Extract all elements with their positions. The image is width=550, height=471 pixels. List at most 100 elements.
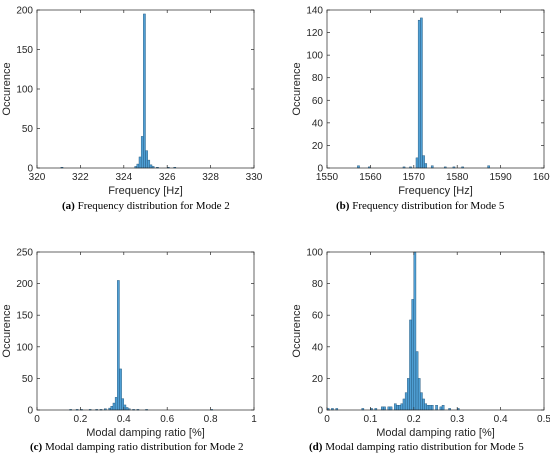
x-tick-label: 1560 [359, 172, 382, 183]
y-tick-label: 20 [312, 374, 324, 385]
y-tick-label: 60 [312, 96, 324, 107]
caption-b-text: Frequency distribution for Mode 5 [349, 200, 505, 212]
histogram-bar [428, 405, 432, 411]
histogram-bar [422, 398, 425, 411]
caption-d-text: Modal damping ratio distribution for Mod… [322, 441, 524, 453]
histogram-bar [136, 163, 140, 169]
caption-b: (b) Frequency distribution for Mode 5 [336, 200, 504, 212]
x-tick-label: 0.6 [160, 414, 174, 425]
x-tick-label: 0.4 [494, 414, 508, 425]
caption-d: (d) Modal damping ratio distribution for… [309, 441, 524, 453]
y-tick-label: 150 [16, 311, 33, 322]
x-tick-label: 1570 [403, 172, 426, 183]
histogram-bar [110, 406, 114, 411]
caption-c-letter: (c) [30, 441, 43, 453]
x-tick-label: 328 [202, 172, 219, 183]
histogram-bar [396, 405, 399, 411]
histogram-bar [409, 319, 412, 411]
y-axis-label: Occurence [1, 62, 13, 115]
y-tick-label: 80 [312, 279, 324, 290]
histogram-bar [402, 398, 406, 411]
x-tick-label: 324 [115, 172, 132, 183]
histogram-bar [398, 405, 401, 411]
y-tick-label: 80 [312, 73, 324, 84]
x-tick-label: 326 [159, 172, 176, 183]
histogram-a: 320 322 324 326 328 330 0 50 100 150 200 Frequency … [1, 6, 263, 198]
y-tick-label: 0 [27, 406, 33, 417]
caption-b-letter: (b) [336, 200, 350, 212]
y-tick-label: 40 [312, 342, 324, 353]
x-tick-label: 0.4 [117, 414, 131, 425]
x-tick-label: 320 [29, 172, 46, 183]
histogram-bar [417, 19, 421, 169]
histogram-bar [119, 368, 122, 411]
x-axis-label: Frequency [Hz] [398, 185, 473, 197]
histogram-bar [407, 378, 410, 411]
y-axis-label: Occurence [291, 304, 303, 357]
y-tick-label: 50 [22, 374, 34, 385]
axes-box-b [326, 9, 545, 169]
x-axis-label: Frequency [Hz] [108, 185, 183, 197]
histogram-bar [381, 406, 384, 411]
y-tick-label: 0 [317, 406, 323, 417]
y-tick-label: 50 [22, 124, 34, 135]
histogram-bar [441, 405, 445, 411]
histogram-bar [422, 155, 425, 169]
histogram-bar [430, 405, 434, 411]
x-tick-label: 0 [324, 414, 330, 425]
bars-d [326, 251, 460, 411]
y-tick-label: 150 [16, 45, 33, 56]
x-tick-label: 1550 [316, 172, 339, 183]
histogram-bar [140, 136, 144, 169]
histogram-bar [417, 378, 421, 411]
x-tick-label: 0.2 [73, 414, 87, 425]
y-axis-label: Occurence [1, 304, 13, 357]
x-axis-label: Modal damping ratio [%] [376, 427, 495, 439]
x-tick-label: 0.5 [537, 414, 550, 425]
histogram-bar [387, 406, 391, 411]
x-axis-label: Modal damping ratio [%] [86, 427, 205, 439]
y-tick-label: 100 [16, 85, 33, 96]
y-tick-label: 60 [312, 311, 324, 322]
y-tick-label: 0 [27, 164, 33, 175]
x-tick-label: 0.3 [450, 414, 464, 425]
histogram-bar [404, 392, 408, 411]
y-tick-label: 120 [306, 28, 323, 39]
caption-a: (a) Frequency distribution for Mode 2 [62, 200, 230, 212]
y-tick-label: 250 [16, 248, 33, 259]
y-tick-label: 100 [306, 51, 323, 62]
x-tick-label: 0.2 [407, 414, 421, 425]
histogram-bar [420, 17, 423, 169]
y-tick-label: 20 [312, 141, 324, 152]
bars-c [69, 280, 213, 411]
y-tick-label: 100 [306, 248, 323, 259]
bars-a [60, 13, 177, 169]
histogram-bar [415, 351, 419, 411]
x-tick-label: 1 [251, 414, 257, 425]
histogram-bar [383, 406, 386, 411]
histogram-bar [415, 157, 419, 169]
histogram-bar [147, 159, 151, 169]
axes-box-c [36, 251, 255, 411]
histogram-bar [424, 163, 428, 169]
histogram-bar [435, 405, 438, 411]
y-tick-label: 200 [16, 6, 33, 17]
histogram-bar [400, 403, 404, 411]
bars-b [357, 17, 490, 169]
histogram-bar [420, 392, 423, 411]
caption-d-letter: (d) [309, 441, 323, 453]
histogram-bar [411, 299, 415, 411]
histogram-bar [149, 164, 153, 169]
histogram-bar [143, 13, 146, 169]
y-tick-label: 100 [16, 342, 33, 353]
y-tick-label: 140 [306, 6, 323, 17]
caption-a-text: Frequency distribution for Mode 2 [74, 200, 230, 212]
x-tick-label: 322 [72, 172, 89, 183]
caption-a-letter: (a) [62, 200, 75, 212]
y-tick-label: 0 [317, 164, 323, 175]
x-tick-label: 1580 [446, 172, 469, 183]
x-tick-label: 1590 [489, 172, 512, 183]
histogram-bar [394, 403, 397, 411]
